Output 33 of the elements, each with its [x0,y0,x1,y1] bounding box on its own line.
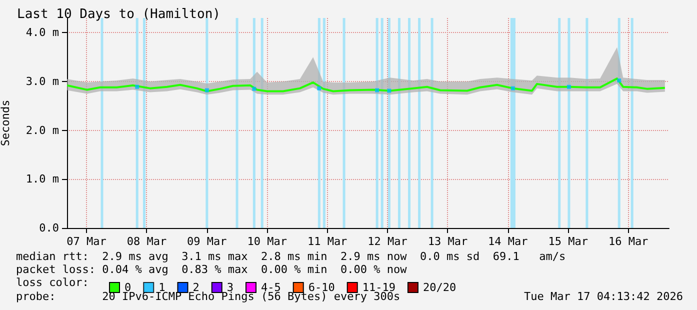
legend-label: 20/20 [422,281,456,294]
point [375,88,380,92]
legend-label: 2 [192,281,200,294]
line-series [66,78,666,92]
text: Tue Mar 17 04:13:42 2026 [524,290,684,303]
legend-title: loss color: [16,276,89,289]
y-tick-label: 4.0 m [26,26,60,40]
y-tick-label: 2.0 m [26,124,60,137]
point [135,84,140,89]
point [387,88,392,93]
y-tick-label: 1.0 m [26,172,60,186]
x-tick-label: 13 Mar [428,235,468,248]
point [317,86,322,90]
x-tick-label: 10 Mar [247,235,288,248]
point [617,78,622,83]
x-tick-label: 08 Mar [126,235,167,248]
x-tick-label: 09 Mar [187,235,228,248]
chart-title: Last 10 Days to (Hamilton) [17,7,220,22]
y-tick-label: 0.0 [39,222,59,234]
text: median rtt: 2.9 ms avg 3.1 ms max 2.8 ms min 2.9 ms now 0.0 ms sd 69.1 am/s [16,250,566,263]
text: packet loss: 0.04 % avg 0.83 % max 0.00 % min 0.00 % now [16,263,408,276]
x-tick-label: 16 Mar [608,235,649,248]
y-axis-title: Seconds [0,100,12,146]
x-tick-label: 07 Mar [66,235,107,248]
point [204,88,209,92]
x-tick-label: 14 Mar [488,235,528,248]
y-tick-label: 3.0 m [26,74,60,88]
x-tick-label: 11 Mar [307,235,348,248]
point [510,86,515,90]
x-tick-label: 15 Mar [548,235,588,248]
point [252,86,256,91]
point [566,84,571,89]
x-tick-label: 12 Mar [368,235,408,248]
